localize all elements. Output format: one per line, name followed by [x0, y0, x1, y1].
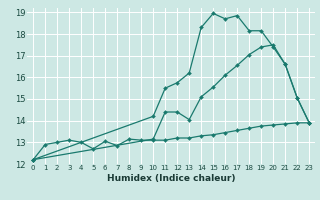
- X-axis label: Humidex (Indice chaleur): Humidex (Indice chaleur): [107, 174, 236, 183]
